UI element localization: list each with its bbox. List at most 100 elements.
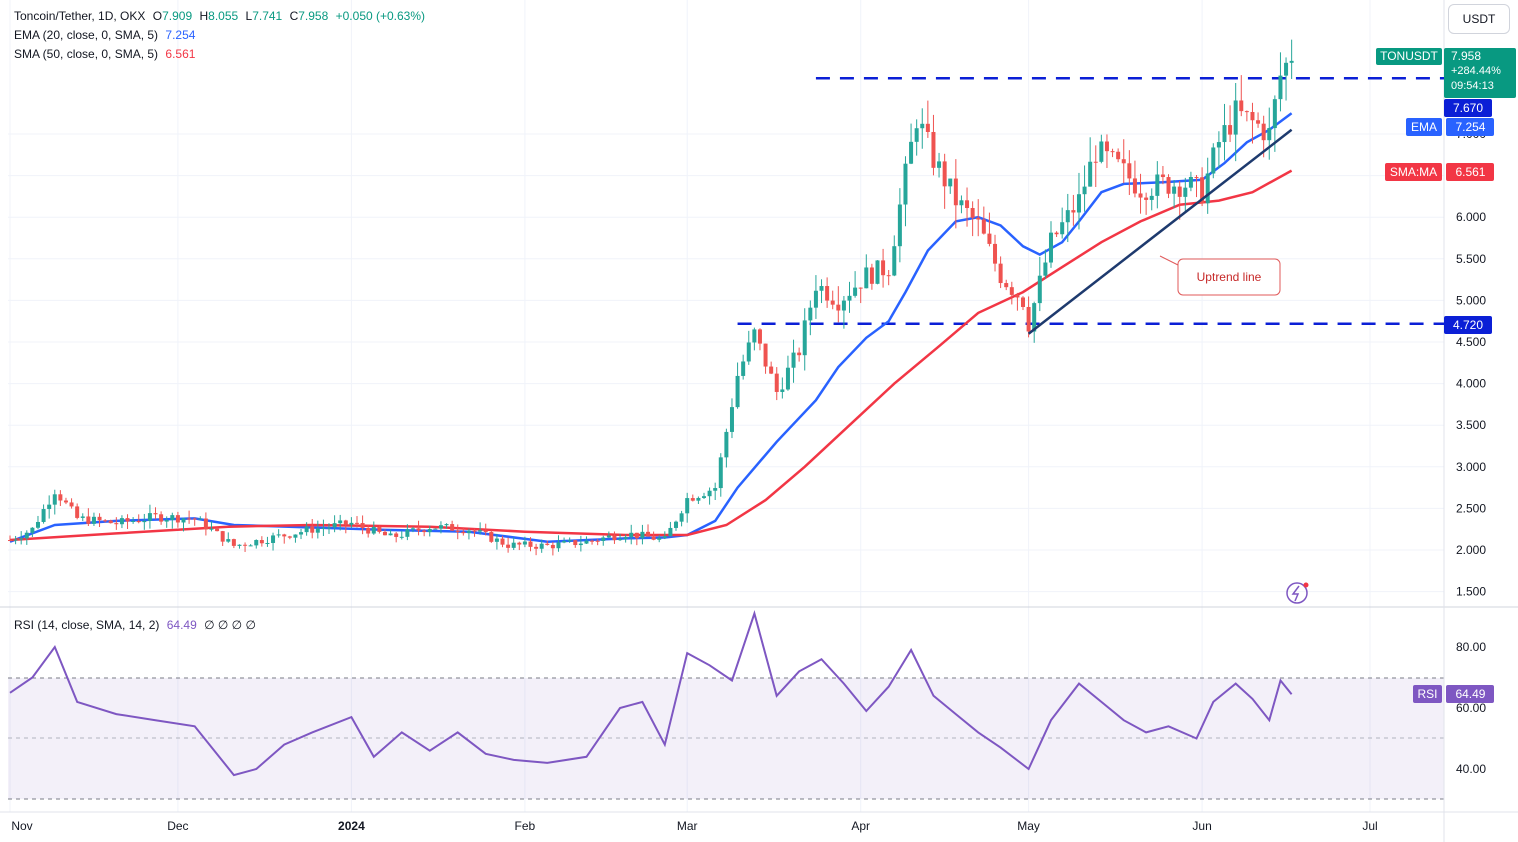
replay-icon[interactable] — [1286, 582, 1309, 604]
candle[interactable] — [181, 517, 186, 532]
candle[interactable] — [433, 528, 438, 530]
sma-line[interactable] — [9, 169, 1293, 542]
candle[interactable] — [338, 514, 343, 531]
candle[interactable] — [646, 524, 651, 537]
candle[interactable] — [1093, 145, 1098, 187]
candle[interactable] — [343, 519, 348, 534]
candle[interactable] — [791, 339, 796, 383]
uptrend-line-path[interactable] — [1027, 128, 1293, 335]
candle[interactable] — [304, 522, 309, 536]
candle[interactable] — [869, 263, 874, 290]
candle[interactable] — [696, 496, 701, 505]
candle[interactable] — [830, 290, 835, 310]
candle[interactable] — [388, 529, 393, 536]
candle[interactable] — [1026, 296, 1031, 338]
candle[interactable] — [164, 516, 169, 528]
candle[interactable] — [785, 355, 790, 391]
candle[interactable] — [131, 517, 136, 524]
candle[interactable] — [80, 513, 85, 522]
candle[interactable] — [63, 497, 68, 505]
candle[interactable] — [1256, 112, 1261, 128]
candle[interactable] — [729, 398, 734, 439]
candle[interactable] — [595, 538, 600, 546]
candle[interactable] — [35, 515, 40, 530]
candle[interactable] — [259, 536, 264, 547]
candle[interactable] — [494, 533, 499, 550]
candle[interactable] — [91, 512, 96, 526]
candle[interactable] — [1071, 194, 1076, 226]
moving-averages[interactable] — [9, 112, 1293, 543]
candle[interactable] — [52, 489, 57, 515]
candle[interactable] — [360, 515, 365, 535]
candle[interactable] — [657, 534, 662, 543]
candle[interactable] — [1065, 193, 1070, 243]
candle[interactable] — [1222, 103, 1227, 161]
candle[interactable] — [886, 270, 891, 286]
candle[interactable] — [500, 535, 505, 548]
candle[interactable] — [578, 535, 583, 552]
candle[interactable] — [483, 523, 488, 536]
candle[interactable] — [892, 235, 897, 277]
candle[interactable] — [634, 532, 639, 546]
candle[interactable] — [1244, 110, 1249, 122]
candle[interactable] — [1188, 171, 1193, 192]
candle[interactable] — [1121, 139, 1126, 184]
candle[interactable] — [858, 287, 863, 304]
candle[interactable] — [24, 530, 29, 545]
candle[interactable] — [1149, 188, 1154, 211]
candle[interactable] — [629, 524, 634, 545]
candle[interactable] — [237, 544, 242, 549]
candle[interactable] — [819, 279, 824, 304]
candle[interactable] — [556, 535, 561, 552]
candle[interactable] — [942, 153, 947, 209]
candle[interactable] — [1048, 221, 1053, 268]
candle[interactable] — [623, 534, 628, 543]
candle[interactable] — [1211, 143, 1216, 179]
candle[interactable] — [1009, 281, 1014, 305]
candle[interactable] — [752, 327, 757, 351]
candle[interactable] — [1127, 150, 1132, 196]
rsi-pane[interactable] — [9, 610, 1293, 777]
candle[interactable] — [136, 514, 141, 524]
candle[interactable] — [271, 532, 276, 551]
candle[interactable] — [248, 544, 253, 547]
candle[interactable] — [606, 531, 611, 539]
sma-legend[interactable]: SMA (50, close, 0, SMA, 5) 6.561 — [14, 47, 199, 61]
candle[interactable] — [1116, 148, 1121, 163]
candle[interactable] — [438, 521, 443, 534]
candle[interactable] — [276, 529, 281, 538]
candle[interactable] — [640, 524, 645, 545]
candle[interactable] — [142, 513, 147, 530]
candle[interactable] — [405, 524, 410, 541]
candle[interactable] — [864, 254, 869, 289]
candle[interactable] — [746, 330, 751, 365]
candle[interactable] — [13, 535, 18, 545]
candle[interactable] — [1021, 296, 1026, 311]
candle[interactable] — [881, 248, 886, 288]
candle[interactable] — [528, 537, 533, 552]
candle[interactable] — [965, 187, 970, 227]
candle[interactable] — [976, 199, 981, 237]
candle[interactable] — [769, 361, 774, 375]
candle[interactable] — [1267, 107, 1272, 160]
candle[interactable] — [1216, 131, 1221, 169]
candle[interactable] — [937, 152, 942, 178]
candle[interactable] — [701, 492, 706, 500]
candle[interactable] — [399, 530, 404, 540]
candle[interactable] — [662, 531, 667, 540]
candle[interactable] — [713, 482, 718, 501]
candle[interactable] — [959, 195, 964, 214]
candle[interactable] — [757, 328, 762, 351]
candle[interactable] — [774, 367, 779, 401]
candle[interactable] — [86, 508, 91, 526]
candle[interactable] — [1289, 39, 1294, 79]
candle[interactable] — [1166, 174, 1171, 199]
candle[interactable] — [461, 527, 466, 536]
candle[interactable] — [1043, 249, 1048, 279]
candle[interactable] — [1099, 134, 1104, 164]
candle[interactable] — [522, 536, 527, 548]
candle[interactable] — [1144, 192, 1149, 215]
candle[interactable] — [1177, 181, 1182, 220]
candle[interactable] — [69, 498, 74, 509]
